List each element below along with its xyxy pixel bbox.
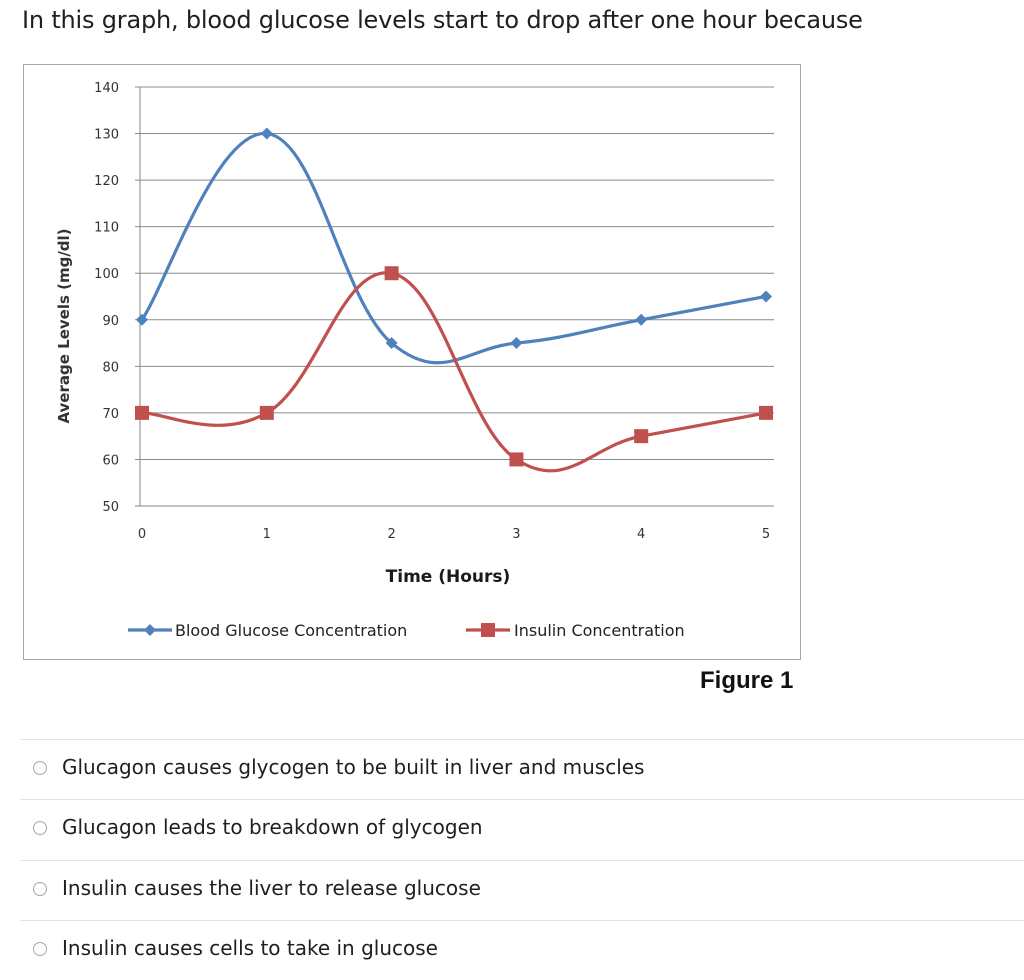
legend-label: Blood Glucose Concentration: [175, 621, 407, 640]
y-tick-label: 60: [102, 453, 119, 468]
x-tick-label: 3: [512, 527, 520, 542]
answer-option-label: Insulin causes the liver to release gluc…: [62, 876, 481, 900]
y-tick-label: 140: [94, 81, 119, 96]
legend-label: Insulin Concentration: [514, 621, 685, 640]
legend: Blood Glucose Concentration Insulin Conce…: [128, 621, 685, 640]
data-point: [260, 127, 273, 140]
answer-option[interactable]: Glucagon leads to breakdown of glycogen: [20, 799, 1024, 859]
y-tick-label: 70: [102, 407, 119, 422]
answer-option-label: Glucagon leads to breakdown of glycogen: [62, 815, 483, 839]
question-text: In this graph, blood glucose levels star…: [22, 6, 863, 34]
data-point: [135, 405, 149, 420]
series-lines: [140, 131, 767, 473]
data-point: [384, 266, 399, 281]
gridlines: [135, 86, 774, 507]
y-tick-label: 80: [102, 360, 119, 375]
data-point: [259, 405, 274, 420]
y-tick-label: 50: [102, 500, 119, 515]
data-point: [385, 337, 398, 350]
series-line: [140, 131, 767, 365]
answer-option[interactable]: Insulin causes the liver to release gluc…: [20, 860, 1024, 920]
data-point: [760, 290, 772, 303]
x-tick-label: 4: [637, 527, 645, 542]
y-tick-label: 120: [94, 174, 119, 189]
data-point: [136, 313, 148, 326]
x-tick-label: 5: [762, 527, 770, 542]
x-tick-label: 0: [138, 527, 146, 542]
legend-marker: [144, 624, 156, 636]
data-point: [759, 405, 773, 420]
chart-frame: [23, 64, 801, 660]
data-point: [509, 452, 524, 467]
x-tick-label: 1: [263, 527, 271, 542]
figure-caption: Figure 1: [700, 667, 794, 694]
answer-option[interactable]: Glucagon causes glycogen to be built in …: [20, 739, 1024, 799]
x-axis-label: Time (Hours): [386, 567, 511, 587]
series-markers: [135, 127, 773, 467]
y-tick-label: 110: [94, 221, 119, 236]
radio-button[interactable]: [33, 821, 47, 835]
radio-button[interactable]: [33, 882, 47, 896]
line-chart: 140 130 120 110 100 90 80 70 60 50 0 1 2 3 4 5 Average…: [55, 81, 774, 640]
y-axis-label: Average Levels (mg/dl): [55, 228, 73, 423]
answer-option[interactable]: Insulin causes cells to take in glucose: [20, 920, 1024, 980]
series-line: [141, 271, 767, 473]
data-point: [634, 429, 649, 444]
radio-button[interactable]: [33, 761, 47, 775]
answer-option-label: Insulin causes cells to take in glucose: [62, 936, 438, 960]
y-tick-labels: 140 130 120 110 100 90 80 70 60 50: [94, 81, 119, 515]
answer-option-label: Glucagon causes glycogen to be built in …: [62, 755, 645, 779]
legend-marker: [481, 623, 495, 637]
y-tick-label: 90: [102, 314, 119, 329]
y-tick-label: 130: [94, 128, 119, 143]
data-point: [510, 337, 523, 350]
y-tick-label: 100: [94, 267, 119, 282]
x-tick-label: 2: [387, 527, 395, 542]
radio-button[interactable]: [33, 942, 47, 956]
x-tick-labels: 0 1 2 3 4 5: [138, 527, 770, 542]
data-point: [635, 313, 648, 326]
